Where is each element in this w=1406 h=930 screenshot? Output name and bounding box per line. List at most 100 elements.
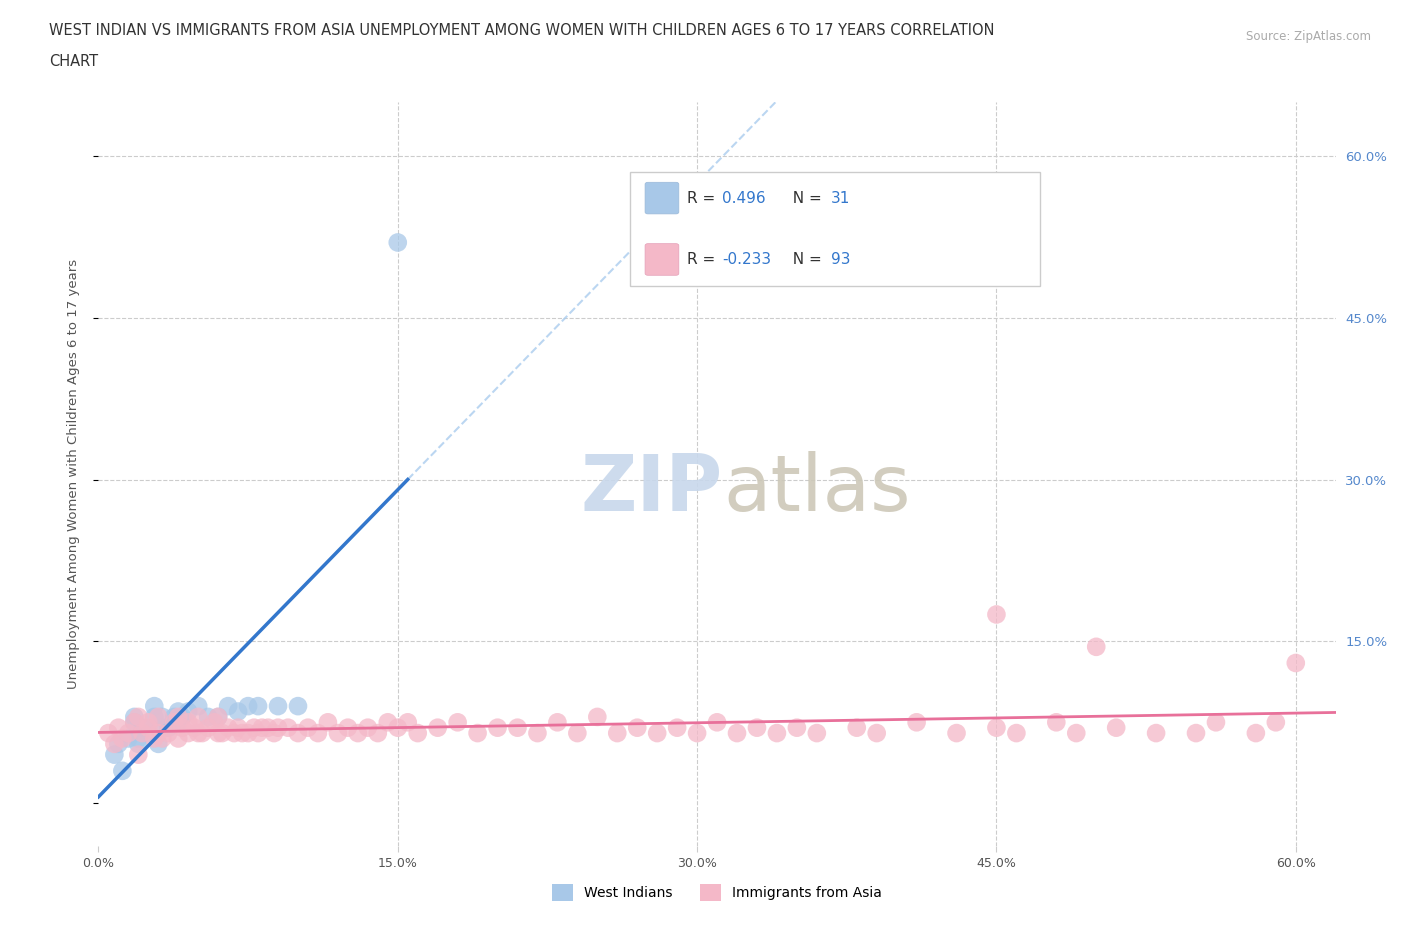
- Point: [136, 720, 159, 735]
- Point: [1064, 725, 1087, 740]
- Point: [387, 720, 409, 735]
- Point: [191, 725, 214, 740]
- Point: [231, 725, 253, 740]
- Point: [347, 725, 370, 740]
- Text: 93: 93: [831, 252, 851, 267]
- Point: [111, 764, 134, 778]
- Point: [586, 710, 609, 724]
- Point: [307, 725, 329, 740]
- Point: [207, 710, 229, 724]
- Point: [506, 720, 529, 735]
- Point: [187, 698, 209, 713]
- Point: [167, 704, 190, 719]
- Y-axis label: Unemployment Among Women with Children Ages 6 to 17 years: Unemployment Among Women with Children A…: [67, 259, 80, 689]
- Point: [150, 720, 173, 735]
- Text: Source: ZipAtlas.com: Source: ZipAtlas.com: [1246, 30, 1371, 43]
- Point: [127, 737, 149, 751]
- Point: [157, 725, 180, 740]
- Point: [526, 725, 548, 740]
- Point: [127, 710, 149, 724]
- Point: [1264, 715, 1286, 730]
- Point: [143, 731, 166, 746]
- Point: [666, 720, 689, 735]
- Point: [247, 725, 270, 740]
- Point: [207, 710, 229, 724]
- Point: [945, 725, 967, 740]
- Point: [367, 725, 389, 740]
- Point: [211, 725, 233, 740]
- Point: [236, 698, 259, 713]
- Point: [117, 725, 139, 740]
- Point: [377, 715, 399, 730]
- Point: [1085, 640, 1108, 655]
- Point: [187, 710, 209, 724]
- Point: [187, 725, 209, 740]
- Point: [486, 720, 509, 735]
- Text: -0.233: -0.233: [723, 252, 772, 267]
- Point: [1205, 715, 1227, 730]
- Point: [183, 720, 205, 735]
- Point: [263, 725, 285, 740]
- Point: [406, 725, 429, 740]
- Text: 0.496: 0.496: [723, 191, 766, 206]
- Point: [167, 710, 190, 724]
- Point: [97, 725, 120, 740]
- Point: [148, 725, 170, 740]
- Legend: West Indians, Immigrants from Asia: West Indians, Immigrants from Asia: [547, 878, 887, 907]
- Point: [131, 720, 153, 735]
- Point: [131, 725, 153, 740]
- Point: [136, 715, 159, 730]
- Point: [1105, 720, 1128, 735]
- Text: R =: R =: [688, 252, 720, 267]
- Point: [745, 720, 768, 735]
- Point: [287, 725, 309, 740]
- Point: [686, 725, 709, 740]
- Point: [150, 710, 173, 724]
- Point: [845, 720, 868, 735]
- Point: [287, 698, 309, 713]
- Point: [197, 720, 219, 735]
- Text: 31: 31: [831, 191, 851, 206]
- Point: [217, 698, 239, 713]
- Point: [446, 715, 468, 730]
- Point: [905, 715, 928, 730]
- Point: [247, 698, 270, 713]
- Point: [706, 715, 728, 730]
- Text: R =: R =: [688, 191, 720, 206]
- Point: [297, 720, 319, 735]
- Point: [177, 725, 200, 740]
- Point: [866, 725, 889, 740]
- Point: [103, 747, 125, 762]
- Point: [202, 715, 225, 730]
- Point: [606, 725, 628, 740]
- Point: [567, 725, 589, 740]
- Point: [143, 698, 166, 713]
- Point: [143, 710, 166, 724]
- Point: [243, 720, 266, 735]
- Point: [177, 715, 200, 730]
- Point: [1185, 725, 1208, 740]
- Point: [645, 725, 668, 740]
- Point: [267, 720, 290, 735]
- Point: [387, 235, 409, 250]
- Point: [226, 704, 249, 719]
- Point: [217, 720, 239, 735]
- Point: [207, 725, 229, 740]
- Point: [163, 715, 186, 730]
- Point: [172, 720, 194, 735]
- Point: [111, 731, 134, 746]
- Point: [136, 725, 159, 740]
- Text: ZIP: ZIP: [581, 451, 723, 527]
- Text: atlas: atlas: [723, 451, 911, 527]
- Point: [148, 710, 170, 724]
- Point: [1144, 725, 1167, 740]
- Point: [786, 720, 808, 735]
- Point: [224, 725, 246, 740]
- Point: [426, 720, 449, 735]
- Point: [806, 725, 828, 740]
- Point: [148, 737, 170, 751]
- Point: [167, 731, 190, 746]
- Point: [986, 720, 1008, 735]
- Point: [1005, 725, 1028, 740]
- Point: [124, 715, 146, 730]
